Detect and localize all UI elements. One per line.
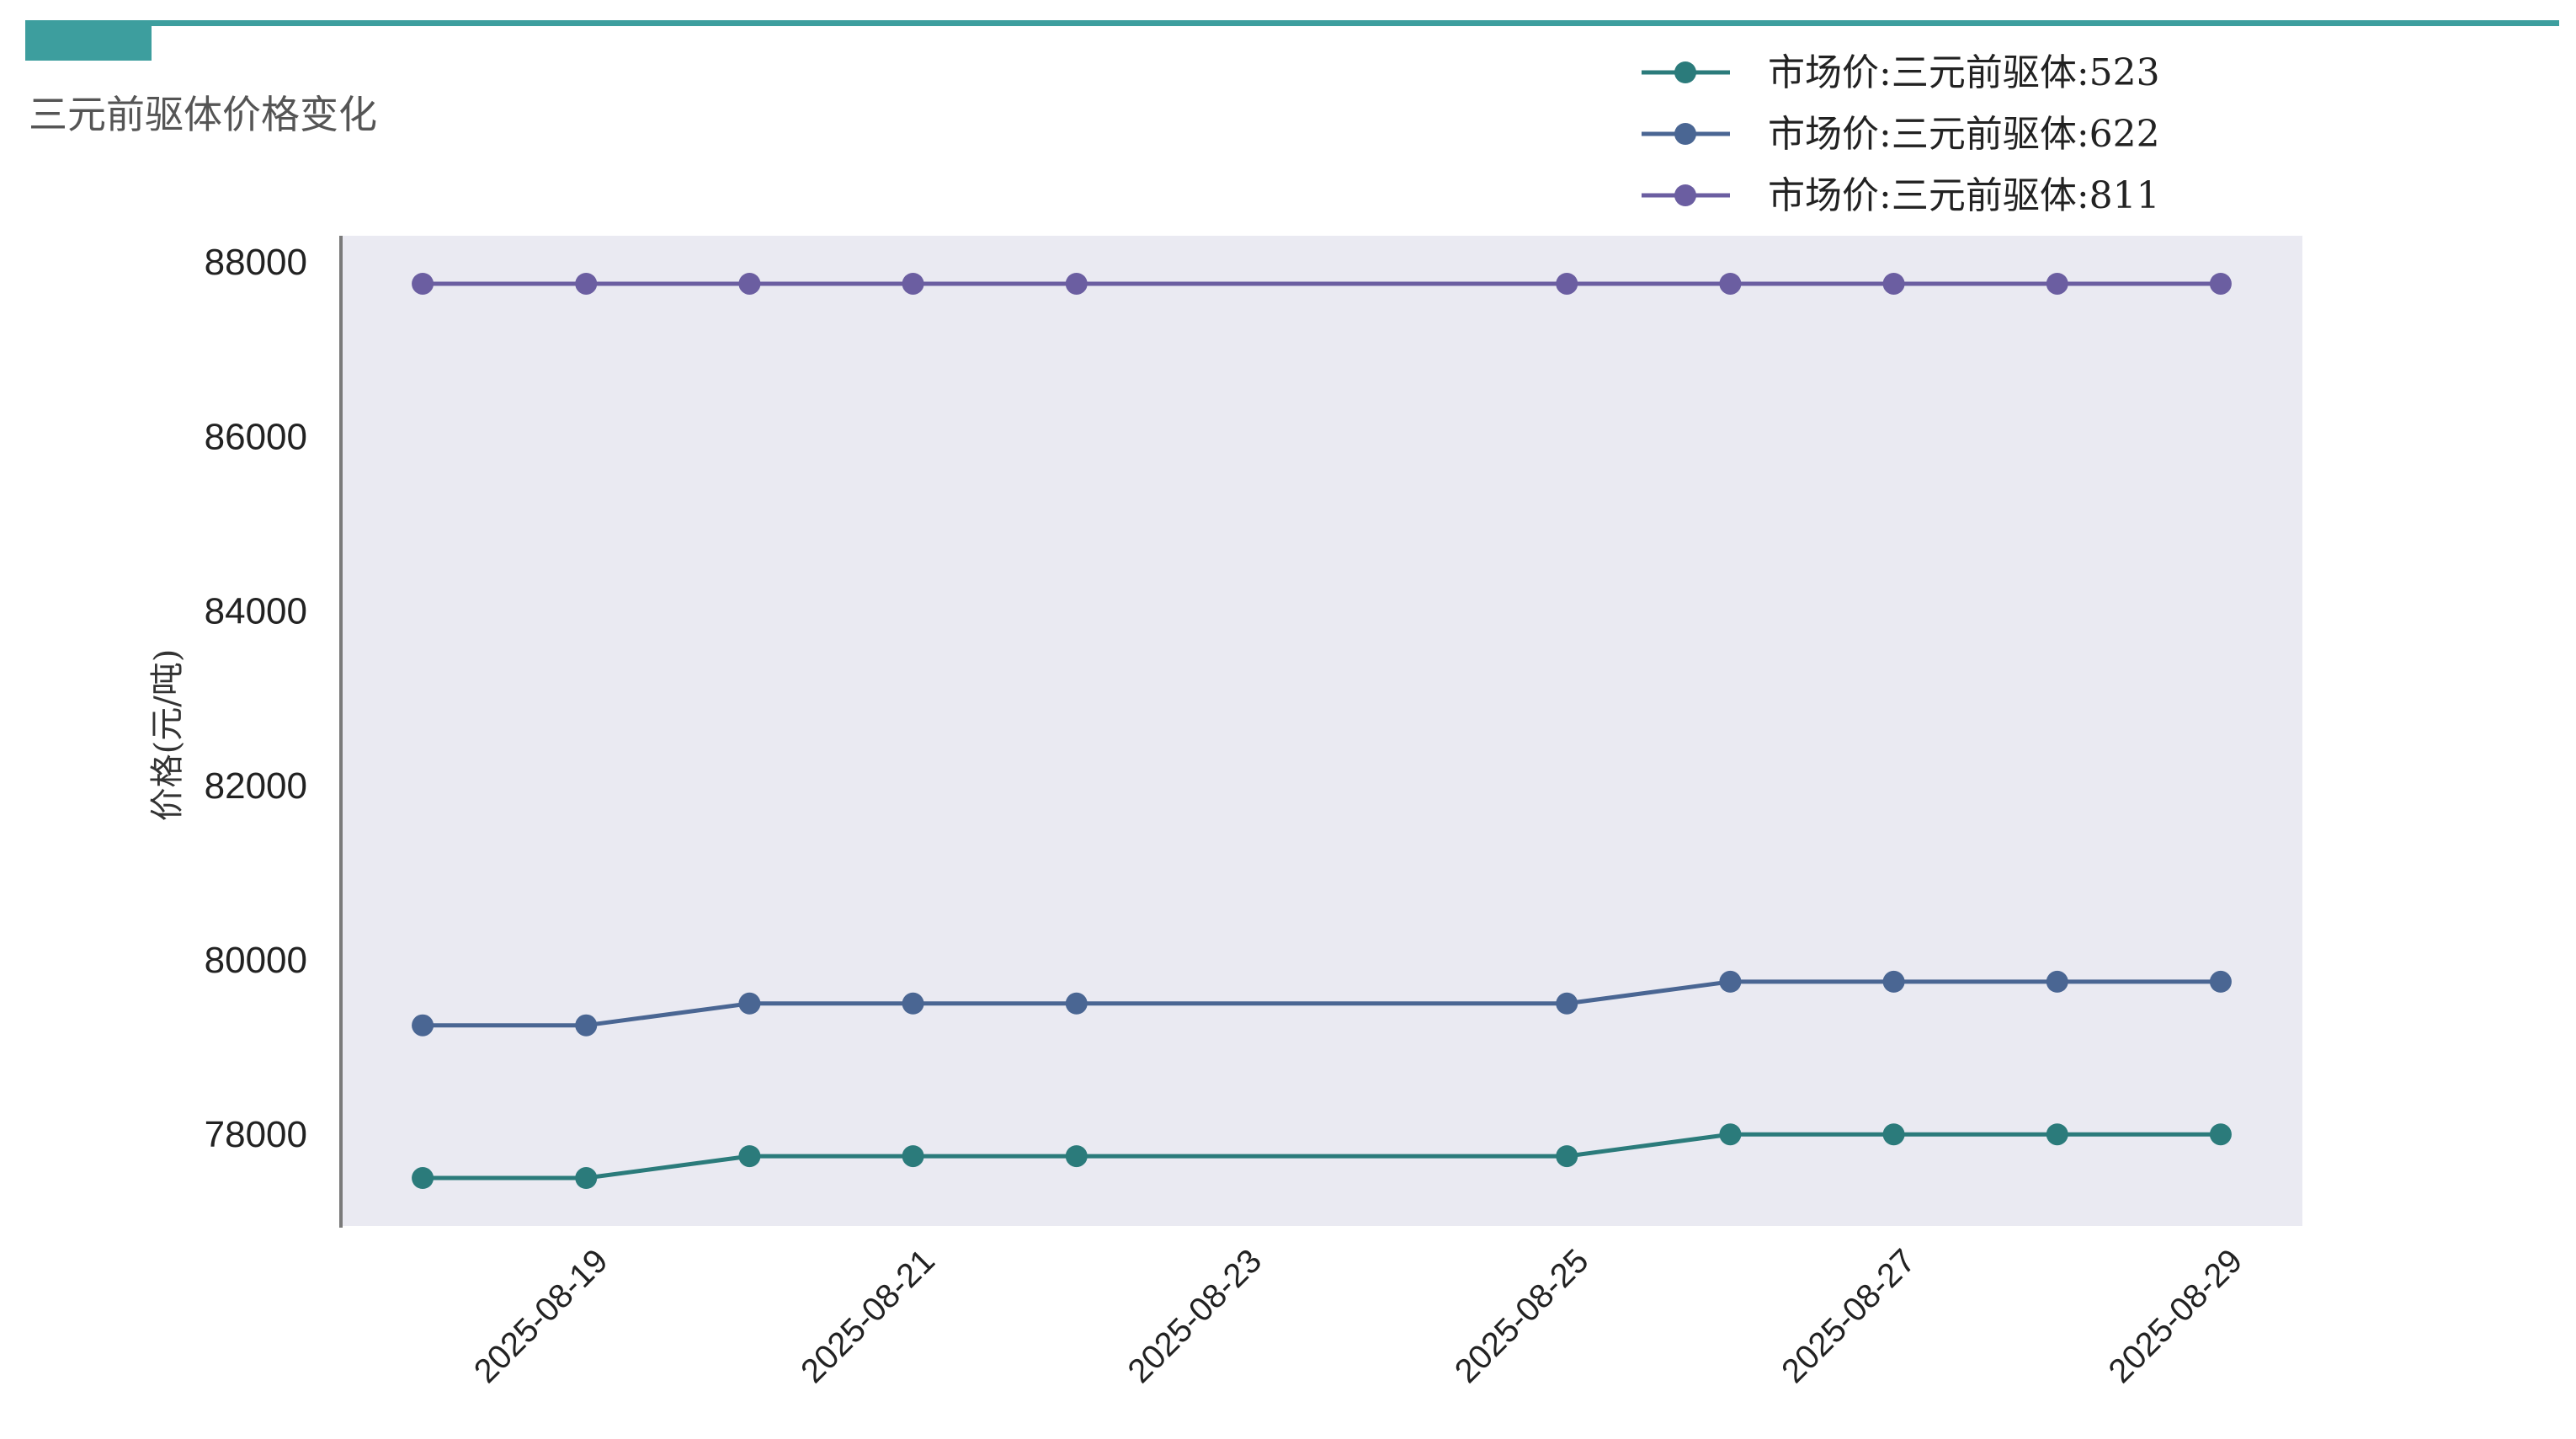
- y-tick-label: 82000: [205, 765, 307, 807]
- data-point: [575, 272, 598, 295]
- legend-marker: [1674, 184, 1696, 206]
- data-point: [902, 1145, 924, 1168]
- data-point: [738, 1145, 761, 1168]
- data-point: [2046, 970, 2068, 993]
- y-tick-labels: 78000 80000 82000 84000 86000 88000: [205, 242, 307, 1155]
- x-tick-label: 2025-08-25: [1448, 1242, 1596, 1390]
- x-tick-label: 2025-08-19: [467, 1242, 615, 1390]
- series-line: [423, 1132, 2221, 1181]
- data-point: [1556, 272, 1578, 295]
- y-tick-label: 88000: [205, 242, 307, 283]
- data-point: [412, 1014, 434, 1037]
- data-point: [1065, 992, 1088, 1015]
- legend-marker: [1674, 61, 1696, 83]
- data-point: [575, 1167, 598, 1190]
- data-point: [1719, 970, 1742, 993]
- data-point: [1882, 970, 1905, 993]
- data-point: [2209, 970, 2232, 993]
- legend-label: 市场价:三元前驱体:523: [1768, 51, 2160, 94]
- data-point: [2209, 272, 2232, 295]
- y-tick-label: 78000: [205, 1114, 307, 1155]
- chart-title: 三元前驱体价格变化: [29, 92, 377, 137]
- data-point: [412, 272, 434, 295]
- data-point: [902, 992, 924, 1015]
- data-point: [1719, 1123, 1742, 1146]
- y-axis-label: 价格(元/吨): [148, 649, 187, 822]
- data-point: [1556, 992, 1578, 1015]
- data-point: [2046, 272, 2068, 295]
- data-point: [2046, 1123, 2068, 1146]
- data-point: [902, 272, 924, 295]
- header-accent-block: [25, 24, 152, 61]
- series-layer: [412, 272, 2232, 1190]
- data-point: [1065, 1145, 1088, 1168]
- legend-marker: [1674, 123, 1696, 145]
- data-point: [1882, 272, 1905, 295]
- data-point: [1719, 272, 1742, 295]
- data-point: [1065, 272, 1088, 295]
- x-tick-labels: 2025-08-19 2025-08-21 2025-08-23 2025-08-25…: [467, 1242, 2249, 1390]
- legend-label: 市场价:三元前驱体:622: [1768, 113, 2160, 156]
- data-point: [575, 1014, 598, 1037]
- data-point: [1556, 1145, 1578, 1168]
- data-point: [2209, 1123, 2232, 1146]
- x-tick-label: 2025-08-27: [1775, 1242, 1923, 1390]
- series-line: [423, 979, 2221, 1028]
- data-point: [412, 1167, 434, 1190]
- y-tick-label: 84000: [205, 591, 307, 632]
- legend-label: 市场价:三元前驱体:811: [1768, 174, 2160, 217]
- x-tick-label: 2025-08-21: [794, 1242, 942, 1390]
- data-point: [1882, 1123, 1905, 1146]
- legend: 市场价:三元前驱体:523 市场价:三元前驱体:622 市场价:三元前驱体:811: [1642, 51, 2160, 217]
- header-accent-rule: [25, 20, 2559, 26]
- y-tick-label: 80000: [205, 940, 307, 981]
- x-tick-label: 2025-08-23: [1120, 1242, 1269, 1390]
- data-point: [738, 272, 761, 295]
- data-point: [738, 992, 761, 1015]
- x-tick-label: 2025-08-29: [2101, 1242, 2249, 1390]
- y-tick-label: 86000: [205, 416, 307, 457]
- plot-area: [341, 236, 2302, 1226]
